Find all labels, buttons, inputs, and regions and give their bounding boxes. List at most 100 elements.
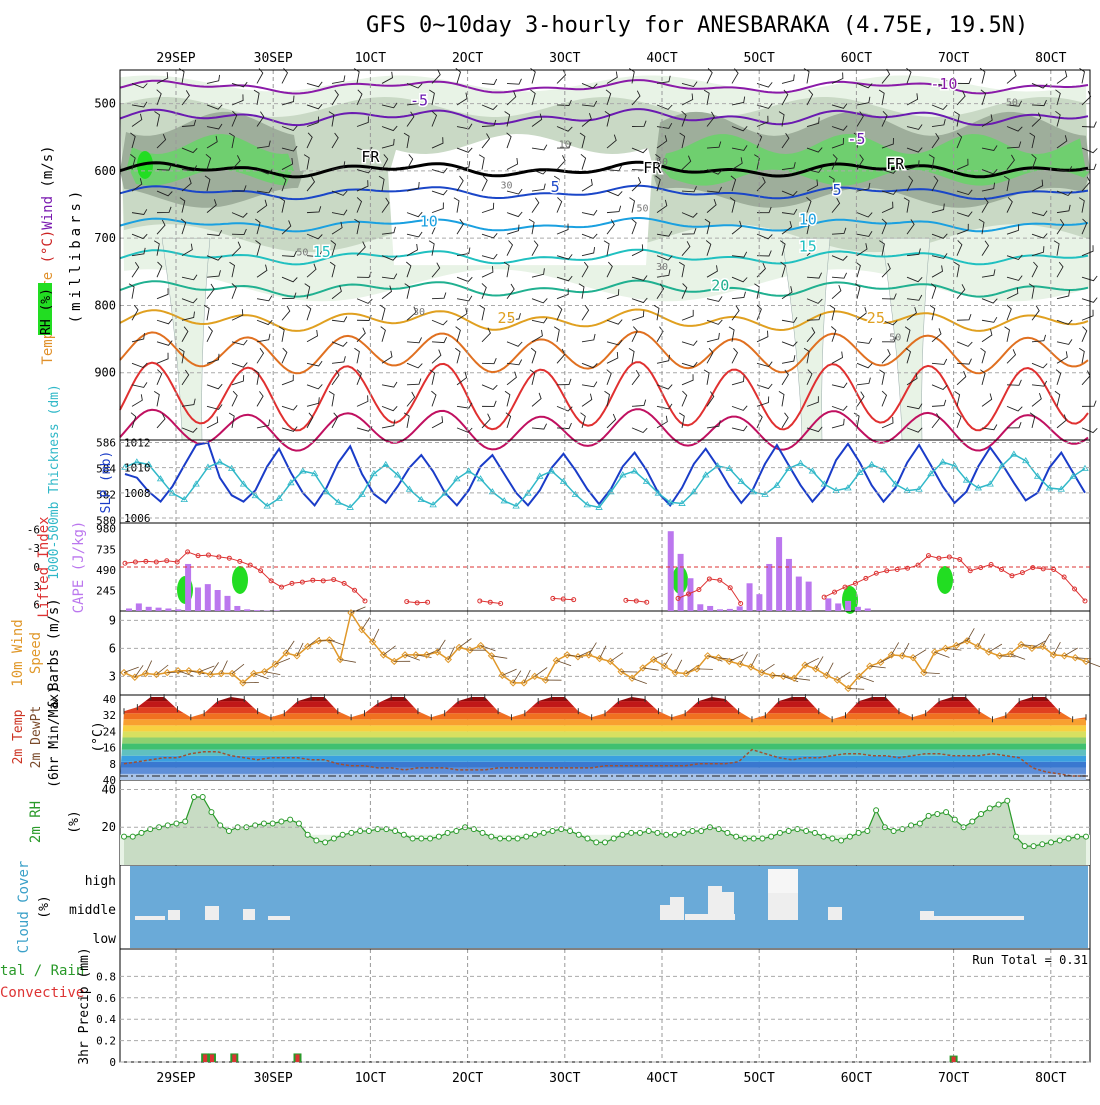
date-label-top: 8OCT (1035, 51, 1066, 66)
cape-bar (865, 608, 871, 611)
temp-stripe (120, 756, 1090, 762)
rh-point (314, 838, 319, 843)
wind-barb (265, 672, 281, 675)
wind-barb (210, 662, 218, 674)
isotherm-label: -5 (410, 92, 428, 110)
temp-tick-label: 32 (103, 709, 116, 722)
wind-barb (600, 646, 606, 659)
rh-point (183, 819, 188, 824)
rh-point (1057, 838, 1062, 843)
temp-stripe (120, 725, 1090, 731)
wind-barb (654, 653, 668, 660)
date-label-bottom: 30SEP (254, 1071, 293, 1086)
rh-point (366, 829, 371, 834)
rh-point (489, 834, 494, 839)
cape-bar (185, 564, 191, 611)
cape-bar (737, 606, 743, 611)
rh-point (506, 836, 511, 841)
cape-bar (146, 607, 152, 611)
temp-stripe (120, 719, 1090, 725)
isotherm-label: 10 (420, 213, 438, 231)
cloud-block (670, 897, 684, 920)
pressure-tick-label: 900 (94, 366, 116, 380)
cloud-level-label: middle (69, 903, 116, 918)
wind-barb (232, 664, 244, 673)
cape-bar (766, 564, 772, 611)
rh-tick-label: 20 (102, 820, 116, 834)
wind-barb (362, 618, 370, 630)
rh-point (270, 821, 275, 826)
precip-tick-label: 0.8 (96, 970, 116, 983)
cloud-block (205, 906, 219, 920)
wind-barb (805, 658, 819, 665)
rh-point (751, 836, 756, 841)
cape-bar (697, 604, 703, 611)
wind-barb (221, 661, 227, 674)
wind-barb (675, 660, 682, 673)
isotherm-label: 5 (551, 178, 560, 196)
slp-panel-frame (120, 440, 1090, 523)
wind-barb (351, 607, 366, 613)
rh-point (952, 817, 957, 822)
pressure-tick-label: 700 (94, 231, 116, 245)
rh-point (296, 821, 301, 826)
precip-bar-convective (296, 1054, 300, 1062)
thickness-tick-label: 586 (96, 437, 116, 450)
rh-point (1075, 834, 1080, 839)
isotherm-label: 25 (867, 309, 885, 327)
temp-stripe (120, 774, 1090, 780)
cape-bar (756, 594, 762, 611)
slp-ylabel: SLP (mb) (99, 451, 114, 514)
cape-bar (776, 537, 782, 611)
cloud-block (168, 910, 180, 920)
wind-barb (902, 643, 909, 656)
wind-barb (967, 628, 974, 641)
rh-point (611, 836, 616, 841)
rh-point (1049, 840, 1054, 845)
rh-point (987, 806, 992, 811)
wind-barb (816, 656, 823, 668)
temp-ylabel-4: (°C) (91, 721, 106, 752)
rh-point (1031, 844, 1036, 849)
cape-bar (254, 610, 260, 611)
rh-point (279, 819, 284, 824)
rh-point (576, 832, 581, 837)
rh-point (1022, 844, 1027, 849)
wind-barb (827, 663, 834, 676)
precip-bar-convective (210, 1054, 214, 1062)
wind-barb (1043, 634, 1050, 647)
wind-barb (859, 676, 874, 681)
cape-bar (215, 590, 221, 611)
rh-point (436, 834, 441, 839)
wind-barb (556, 660, 571, 665)
rh-point (637, 830, 642, 835)
rh-ylabel-units: (%) (67, 810, 82, 833)
isotherm-label: 20 (711, 277, 729, 295)
cape-bar (796, 577, 802, 611)
rh-contour-label: 50 (889, 332, 901, 343)
rh-point (690, 829, 695, 834)
wind-barb (383, 646, 395, 655)
temp-stripe (120, 768, 1090, 774)
temp-ylabel-3: (6hr Min/Max) (47, 686, 62, 788)
cape-bar (225, 596, 231, 611)
rh-point (865, 829, 870, 834)
cape-bar (205, 584, 211, 611)
rh-point (979, 812, 984, 817)
cape-bar (747, 583, 753, 611)
cloud-block (243, 909, 255, 920)
precip-tick-label: 0.4 (96, 1013, 116, 1026)
wind-tick-label: 6 (109, 641, 116, 655)
rh-contour-label: 50 (296, 248, 308, 259)
cape-bar (707, 606, 713, 611)
rh-shade-core (937, 566, 953, 594)
wind-barb (373, 629, 379, 642)
precip-bar-convective (203, 1054, 207, 1062)
rh-point (1084, 834, 1089, 839)
rh-point (191, 795, 196, 800)
cape-bar (165, 608, 171, 611)
date-label-top: 2OCT (452, 51, 483, 66)
rh-point (541, 830, 546, 835)
